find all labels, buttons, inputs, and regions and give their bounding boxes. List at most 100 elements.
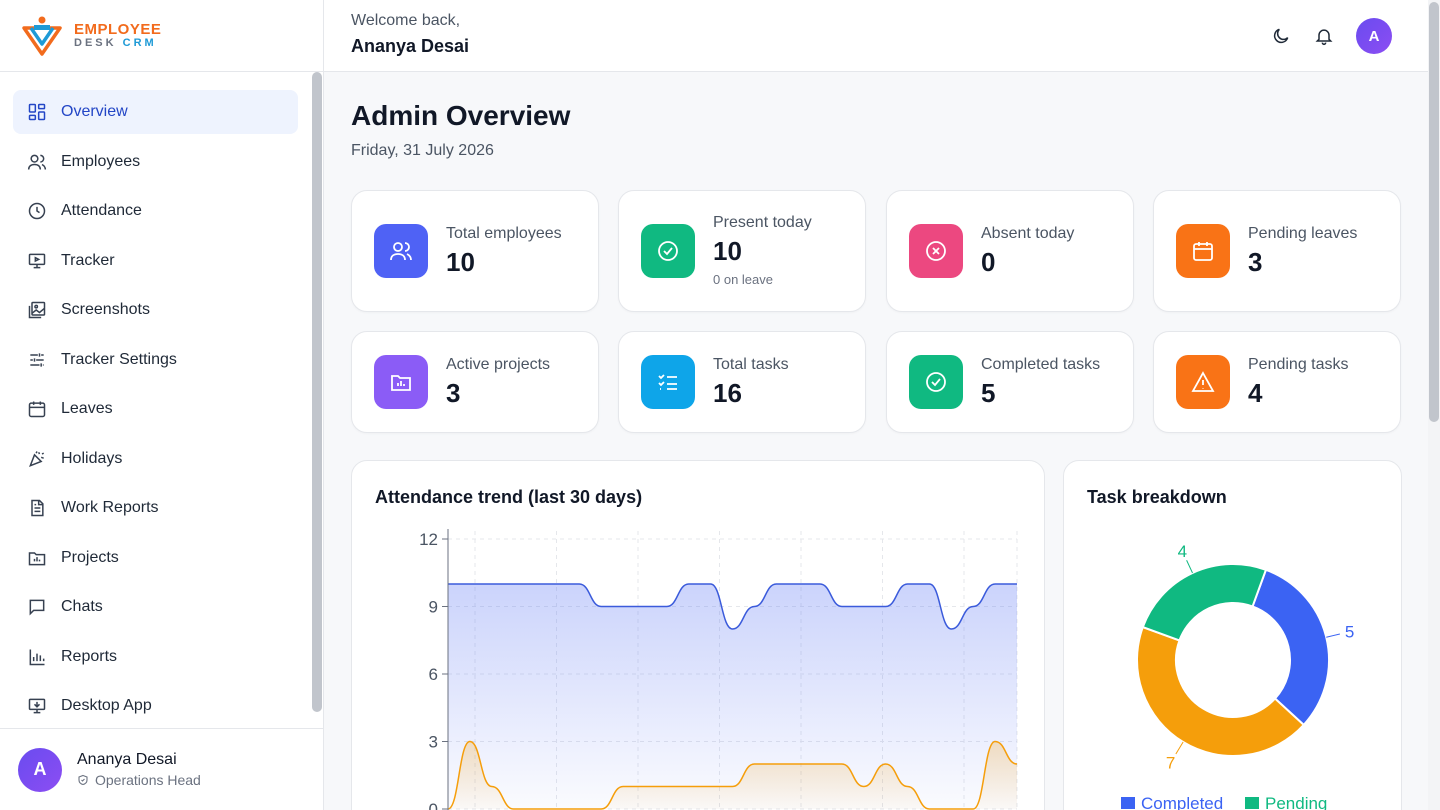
attendance-trend-panel: Attendance trend (last 30 days) 0 3 6 9 12 [351, 460, 1045, 810]
page-title: Admin Overview [351, 100, 571, 131]
stat-label: Present today [713, 214, 812, 231]
check-circle-icon [926, 372, 946, 392]
download-monitor-icon [28, 698, 46, 714]
series-line-1 [447, 583, 1017, 630]
sidebar-nav: Overview Employees Attendance Tracker Sc… [0, 72, 323, 728]
folder-chart-icon [391, 375, 411, 391]
y-tick-label: 6 [429, 665, 438, 684]
stat-value: 16 [713, 378, 742, 408]
check-circle-icon [658, 241, 678, 261]
sidebar-item-label: Employees [61, 152, 141, 170]
stat-card-pending-leaves[interactable]: Pending leaves 3 [1153, 190, 1401, 312]
folder-chart-icon [28, 551, 46, 565]
user-card[interactable]: A Ananya Desai Operations Head [0, 728, 323, 810]
sidebar-scrollbar-thumb[interactable] [312, 72, 322, 712]
series-area-1 [448, 584, 1017, 809]
moon-icon[interactable] [1271, 26, 1291, 46]
stat-card-pending-tasks[interactable]: Pending tasks 4 [1153, 331, 1401, 433]
task-breakdown-title: Task breakdown [1087, 487, 1227, 507]
stat-card-absent-today[interactable]: Absent today 0 [886, 190, 1134, 312]
stat-value: 4 [1248, 378, 1263, 408]
attendance-trend-title: Attendance trend (last 30 days) [375, 487, 643, 507]
stat-label: Completed tasks [981, 356, 1101, 373]
task-breakdown-chart[interactable]: 5 7 4 Completed Pending [1064, 461, 1402, 810]
header-user-name: Ananya Desai [351, 36, 470, 56]
page-scrollbar[interactable] [1428, 0, 1440, 810]
stat-card-completed-tasks[interactable]: Completed tasks 5 [886, 331, 1134, 433]
calendar-icon [28, 401, 46, 418]
stat-icon-box [909, 355, 963, 409]
file-text-icon [31, 499, 44, 517]
brand[interactable]: EMPLOYEE DESK CRM [0, 0, 323, 72]
stat-label: Pending tasks [1248, 356, 1349, 373]
sidebar-item-leaves[interactable]: Leaves [13, 387, 298, 431]
series-area-2 [448, 741, 1017, 809]
sidebar-item-holidays[interactable]: Holidays [13, 437, 298, 481]
stat-label: Absent today [981, 225, 1075, 242]
page-date: Friday, 31 July 2026 [351, 142, 494, 159]
sidebar-scrollbar[interactable] [311, 72, 323, 728]
sidebar-item-screenshots[interactable]: Screenshots [13, 288, 298, 332]
legend-swatch [1121, 797, 1135, 809]
sliders-icon [30, 352, 44, 367]
list-check-icon [658, 374, 677, 390]
task-breakdown-panel: Task breakdown 5 7 4 Completed Pending [1063, 460, 1402, 810]
stat-card-total-tasks[interactable]: Total tasks 16 [618, 331, 866, 433]
sidebar-item-label: Attendance [61, 202, 142, 219]
stat-label: Total tasks [713, 356, 789, 373]
sidebar-item-chats[interactable]: Chats [13, 585, 298, 629]
sidebar-item-projects[interactable]: Projects [13, 536, 298, 580]
stat-icon-box [374, 355, 428, 409]
stat-card-active-projects[interactable]: Active projects 3 [351, 331, 599, 433]
pie-leader-line [1186, 560, 1193, 574]
stat-card-total-employees[interactable]: Total employees 10 [351, 190, 599, 312]
y-tick-label: 9 [429, 598, 438, 617]
brand-logo-icon [22, 16, 62, 56]
stat-icon-box [374, 224, 428, 278]
stat-icon-box [641, 224, 695, 278]
legend-label: Completed [1141, 794, 1223, 810]
calendar-icon [1193, 242, 1213, 261]
stat-card-present-today[interactable]: Present today 10 0 on leave [618, 190, 866, 312]
sidebar-item-employees[interactable]: Employees [13, 140, 298, 184]
sidebar-item-label: Overview [61, 103, 128, 120]
stat-value: 3 [446, 378, 461, 408]
sidebar-item-tracker-settings[interactable]: Tracker Settings [13, 338, 298, 382]
sidebar-item-label: Reports [61, 647, 118, 665]
sidebar-item-label: Screenshots [61, 301, 150, 318]
stat-value: 3 [1248, 247, 1263, 277]
pie-slice-1 [1251, 568, 1330, 727]
sidebar-item-tracker[interactable]: Tracker [13, 239, 298, 283]
attendance-trend-chart[interactable]: 0 3 6 9 12 [352, 461, 1045, 810]
grid-icon [28, 103, 46, 121]
sidebar-item-reports[interactable]: Reports [13, 635, 298, 679]
sidebar-item-label: Tracker [61, 251, 115, 269]
stat-icon-box [909, 224, 963, 278]
top-header: Welcome back, Ananya Desai A [324, 0, 1428, 72]
stat-label: Total employees [446, 225, 562, 242]
stat-label: Active projects [446, 356, 551, 373]
pie-data-label: 5 [1345, 623, 1354, 642]
avatar[interactable]: A [18, 747, 62, 792]
stat-sub: 0 on leave [713, 272, 773, 287]
alert-triangle-icon [1191, 371, 1215, 392]
sidebar-item-work-reports[interactable]: Work Reports [13, 486, 298, 530]
clock-icon [28, 202, 46, 220]
shield-icon [78, 774, 88, 786]
stat-value: 10 [446, 247, 475, 277]
sidebar-item-attendance[interactable]: Attendance [13, 189, 298, 233]
brand-name: EMPLOYEE [74, 20, 162, 38]
sidebar-item-overview[interactable]: Overview [13, 90, 298, 134]
sidebar-item-label: Tracker Settings [61, 350, 177, 368]
pie-data-label: 7 [1166, 754, 1175, 773]
sidebar-item-desktop-app[interactable]: Desktop App [13, 684, 298, 728]
x-circle-icon [926, 241, 946, 261]
welcome-text: Welcome back, [351, 12, 461, 29]
sidebar-item-label: Chats [61, 598, 103, 615]
bell-icon[interactable] [1314, 26, 1334, 46]
bar-chart-icon [29, 649, 45, 665]
header-avatar[interactable]: A [1356, 18, 1392, 54]
page-scrollbar-thumb[interactable] [1429, 2, 1439, 422]
sidebar: EMPLOYEE DESK CRM Overview Employees Att… [0, 0, 324, 810]
stat-value: 10 [713, 236, 742, 266]
